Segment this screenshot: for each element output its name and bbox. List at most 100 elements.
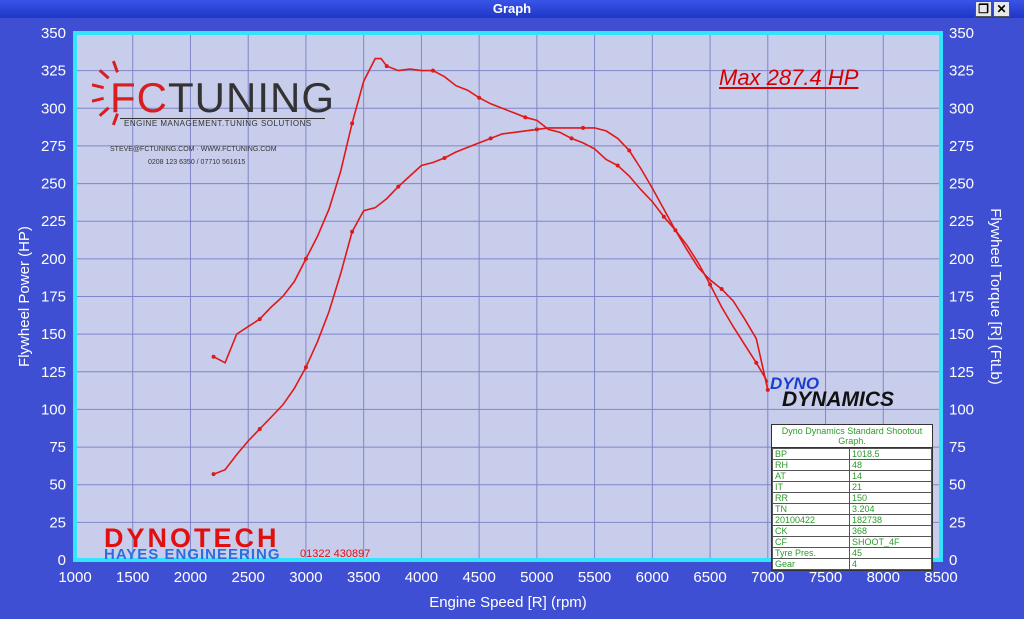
y2-tick-label: 100 <box>949 401 974 418</box>
y-tick-label: 50 <box>49 477 66 494</box>
fc-logo-ray <box>111 60 119 73</box>
y-tick-label: 350 <box>41 25 66 42</box>
series-line-1 <box>213 57 769 383</box>
fc-tagline: ENGINE MANAGEMENT.TUNING SOLUTIONS <box>124 119 312 128</box>
data-point <box>488 136 493 141</box>
fc-logo-ray <box>111 113 119 126</box>
y2-tick-label: 150 <box>949 326 974 343</box>
info-key: TN <box>772 503 850 515</box>
y2-tick-label: 350 <box>949 25 974 42</box>
info-value: 21 <box>849 481 932 493</box>
info-key: 20100422 <box>772 514 850 526</box>
info-value: 4 <box>849 558 932 570</box>
x-tick-label: 4000 <box>405 569 438 586</box>
y-tick-label: 150 <box>41 326 66 343</box>
y2-tick-label: 225 <box>949 213 974 230</box>
fc-rest: TUNING <box>168 74 335 121</box>
y2-tick-label: 275 <box>949 138 974 155</box>
data-point <box>396 184 401 189</box>
info-key: RH <box>772 459 850 471</box>
info-value: 150 <box>849 492 932 504</box>
hayes-phone: 01322 430897 <box>300 548 371 560</box>
info-row: Gear 4 <box>772 558 932 570</box>
info-row: 20100422 182738 <box>772 514 932 526</box>
data-point <box>477 95 482 100</box>
info-row: Tyre Pres. 45 <box>772 547 932 559</box>
data-point <box>257 427 262 432</box>
info-key: IT <box>772 481 850 493</box>
data-point <box>627 148 632 153</box>
info-value: 368 <box>849 525 932 537</box>
info-value: 182738 <box>849 514 932 526</box>
info-row: RR 150 <box>772 492 932 504</box>
fc-logo-ray <box>91 83 105 90</box>
info-row: BP 1018.5 <box>772 448 932 460</box>
info-value: 48 <box>849 459 932 471</box>
info-key: RR <box>772 492 850 504</box>
x-tick-label: 2500 <box>232 569 265 586</box>
x-tick-label: 2000 <box>174 569 207 586</box>
plot-border <box>73 31 943 562</box>
data-point <box>211 354 216 359</box>
data-point <box>350 121 355 126</box>
x-tick-label: 3500 <box>347 569 380 586</box>
fc-divider <box>120 118 325 119</box>
data-point <box>661 214 666 219</box>
x-tick-label: 6500 <box>693 569 726 586</box>
data-point <box>615 163 620 168</box>
y2-tick-label: 75 <box>949 439 966 456</box>
y-tick-label: 225 <box>41 213 66 230</box>
x-tick-label: 1000 <box>58 569 91 586</box>
info-row: CF SHOOT_4F <box>772 536 932 548</box>
y-tick-label: 0 <box>58 552 66 569</box>
dynotech-logo: DYNOTECH <box>104 523 280 553</box>
y-tick-label: 300 <box>41 100 66 117</box>
y-axis-label: Flywheel Power (HP) <box>16 226 33 367</box>
x-tick-label: 5000 <box>520 569 553 586</box>
data-point <box>211 472 216 477</box>
y2-tick-label: 50 <box>949 477 966 494</box>
info-key: BP <box>772 448 850 460</box>
dyno-logo-line2: DYNAMICS <box>782 388 895 411</box>
y-tick-label: 175 <box>41 289 66 306</box>
info-row: TN 3.204 <box>772 503 932 515</box>
y-tick-label: 250 <box>41 176 66 193</box>
info-value: 14 <box>849 470 932 482</box>
info-key: CF <box>772 536 850 548</box>
data-point <box>569 136 574 141</box>
y2-tick-label: 125 <box>949 364 974 381</box>
y2-tick-label: 200 <box>949 251 974 268</box>
info-value: 1018.5 <box>849 448 932 460</box>
hayes-logo: HAYES ENGINEERING <box>104 546 281 563</box>
data-point <box>430 68 435 73</box>
close-icon[interactable]: ✕ <box>993 1 1010 17</box>
data-point <box>708 282 713 287</box>
x-tick-label: 8500 <box>924 569 957 586</box>
y2-tick-label: 250 <box>949 176 974 193</box>
x-tick-label: 1500 <box>116 569 149 586</box>
x-tick-label: 7000 <box>751 569 784 586</box>
y2-tick-label: 175 <box>949 289 974 306</box>
info-key: Tyre Pres. <box>772 547 850 559</box>
fc-logo-ray <box>98 69 110 80</box>
data-point <box>350 229 355 234</box>
data-point <box>754 360 759 365</box>
x-tick-label: 4500 <box>462 569 495 586</box>
data-point <box>765 387 770 392</box>
fc-contact: STEVE@FCTUNING.COM · WWW.FCTUNING.COM <box>110 146 277 153</box>
dyno-logo-line1: DYNO <box>770 374 820 393</box>
y2-tick-label: 25 <box>949 514 966 531</box>
y2-tick-label: 0 <box>949 552 957 569</box>
data-point <box>303 256 308 261</box>
info-header: Dyno Dynamics Standard Shootout Graph. <box>772 425 932 448</box>
y-tick-label: 25 <box>49 514 66 531</box>
x-tick-label: 7500 <box>809 569 842 586</box>
y2-tick-label: 325 <box>949 63 974 80</box>
info-key: CK <box>772 525 850 537</box>
max-hp-annotation: Max 287.4 HP <box>719 65 859 90</box>
fc-phone: 0208 123 6350 / 07710 561615 <box>148 159 246 166</box>
x-axis-label: Engine Speed [R] (rpm) <box>429 594 587 611</box>
fc-tuning-logo: FCTUNING <box>110 74 335 122</box>
restore-icon[interactable]: ❐ <box>975 1 992 17</box>
info-key: AT <box>772 470 850 482</box>
